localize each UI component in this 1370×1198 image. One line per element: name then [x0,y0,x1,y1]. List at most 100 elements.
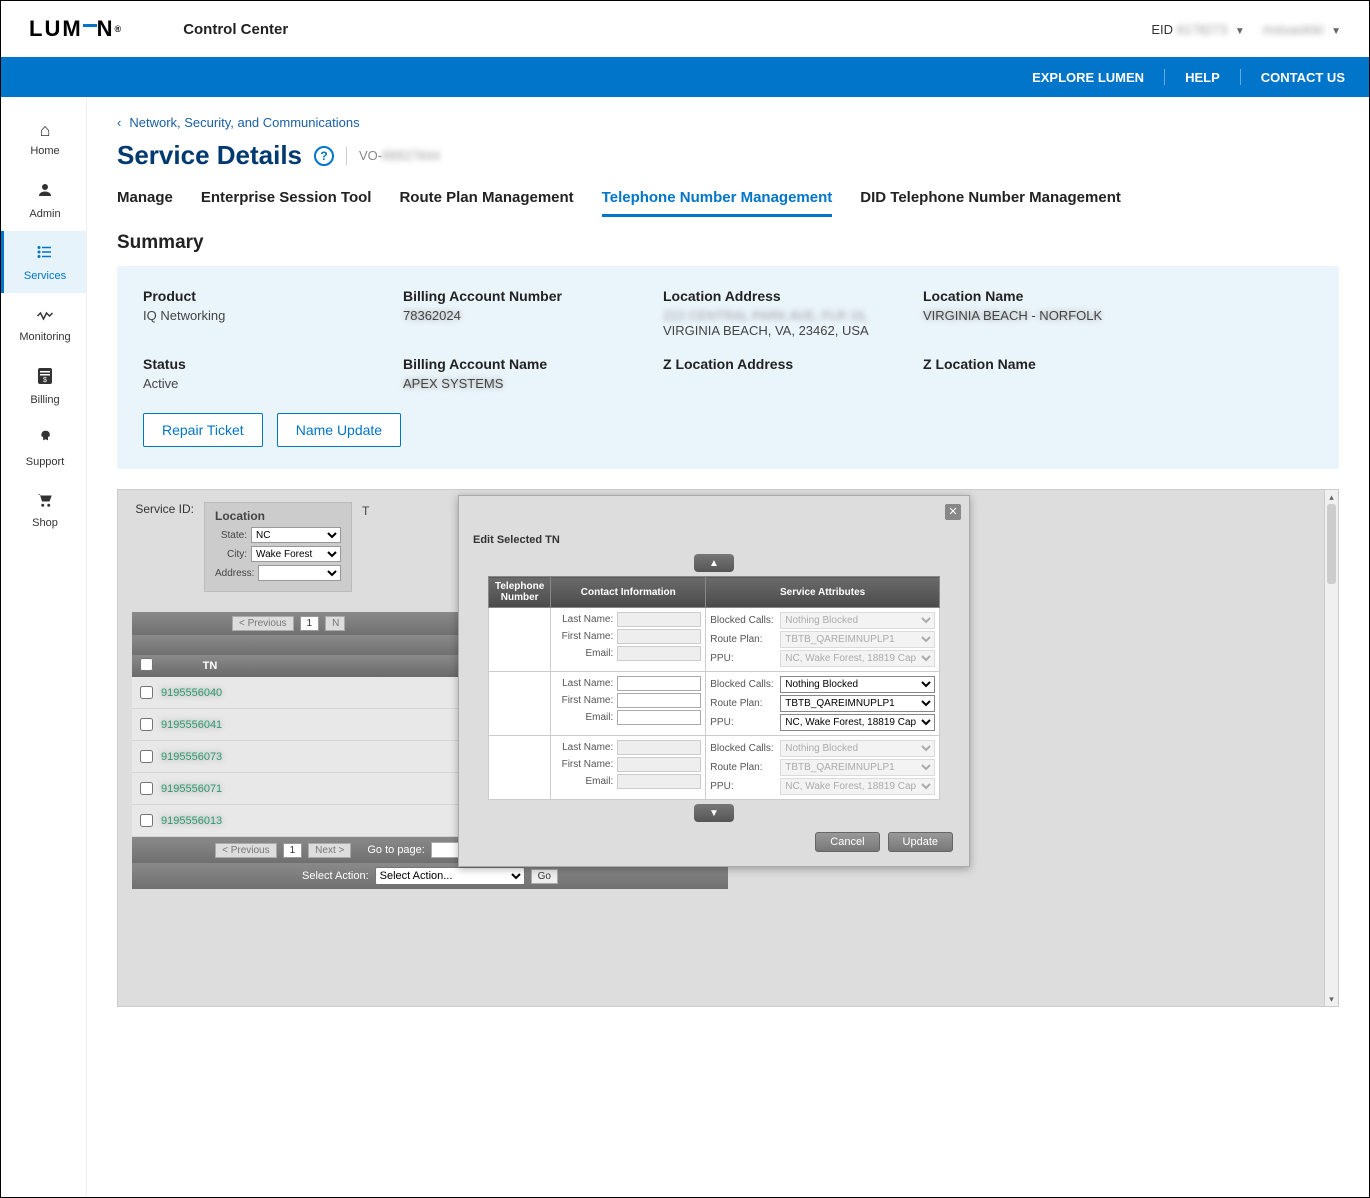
last-name-input[interactable] [617,676,701,691]
last-name-input [617,740,701,755]
close-icon[interactable]: ✕ [945,504,961,520]
home-icon: ⌂ [40,120,51,141]
sidenav-admin[interactable]: Admin [1,169,86,231]
separator [1164,69,1165,85]
sidenav-services[interactable]: Services [1,231,86,293]
action-go-button[interactable]: Go [531,869,558,884]
route-label: Route Plan: [710,634,776,645]
edit-table: Telephone Number Contact Information Ser… [488,576,940,800]
sidenav-support[interactable]: Support [1,417,86,479]
breadcrumb[interactable]: ‹ Network, Security, and Communications [117,115,1339,130]
th-service-attr: Service Attributes [706,577,940,608]
tn-cell [489,736,551,800]
sidenav-billing[interactable]: $Billing [1,355,86,417]
breadcrumb-text: Network, Security, and Communications [129,115,359,130]
app-title: Control Center [183,21,288,38]
first-name-label: First Name: [555,695,613,706]
blocked-select: Nothing Blocked [780,740,935,757]
product-label: Product [143,288,383,304]
update-button[interactable]: Update [888,832,953,852]
tab-manage[interactable]: Manage [117,189,173,217]
state-label: State: [221,530,247,541]
row-checkbox[interactable] [140,686,153,699]
ppu-select[interactable]: NC, Wake Forest, 18819 Cap [780,714,935,731]
last-name-label: Last Name: [555,742,613,753]
ppu-select: NC, Wake Forest, 18819 Cap [780,778,935,795]
sidenav-monitoring[interactable]: Monitoring [1,293,86,355]
blocked-select[interactable]: Nothing Blocked [780,676,935,693]
separator [346,147,347,165]
separator [1240,69,1241,85]
help-link[interactable]: HELP [1185,70,1220,85]
user-dropdown[interactable]: mstuaskiki ▼ [1263,22,1341,37]
logo[interactable]: LUMN® [29,16,123,42]
ppu-label: PPU: [710,781,776,792]
contact-link[interactable]: CONTACT US [1261,70,1345,85]
scroll-down-icon[interactable]: ▾ [1325,992,1338,1006]
cancel-button[interactable]: Cancel [815,832,879,852]
select-all-checkbox[interactable] [140,658,153,671]
explore-link[interactable]: EXPLORE LUMEN [1032,70,1144,85]
address-select[interactable] [258,565,341,581]
first-name-input[interactable] [617,693,701,708]
email-input [617,646,701,661]
eid-dropdown[interactable]: EID 9178273 ▼ [1151,22,1244,37]
scroll-up-icon[interactable]: ▴ [1325,490,1338,504]
route-select: TBTB_QAREIMNUPLP1 [780,631,935,648]
sidenav-home[interactable]: ⌂ Home [1,107,86,169]
sidenav-label: Shop [32,517,58,529]
email-label: Email: [555,712,613,723]
route-label: Route Plan: [710,762,776,773]
product-value: IQ Networking [143,308,383,323]
name-update-button[interactable]: Name Update [277,413,401,447]
repair-ticket-button[interactable]: Repair Ticket [143,413,263,447]
tab-tn-management[interactable]: Telephone Number Management [602,189,833,217]
service-id-label: Service ID: [130,502,194,516]
email-input[interactable] [617,710,701,725]
sidenav-label: Home [30,145,59,157]
tn-link[interactable]: 9195556071 [161,783,222,795]
svg-text:$: $ [43,377,47,384]
row-checkbox[interactable] [140,782,153,795]
chevron-down-icon: ▼ [1235,26,1245,37]
tab-did-tn[interactable]: DID Telephone Number Management [860,189,1121,217]
th-tn: TN [160,660,260,672]
tab-route-plan[interactable]: Route Plan Management [399,189,573,217]
location-heading: Location [215,509,341,523]
last-name-label: Last Name: [555,614,613,625]
tn-link[interactable]: 9195556013 [161,815,222,827]
scroll-down-button[interactable]: ▼ [694,804,734,822]
th-telephone-number: Telephone Number [489,577,551,608]
scroll-thumb[interactable] [1327,504,1336,584]
sidenav-label: Support [26,456,65,468]
scroll-up-button[interactable]: ▲ [694,554,734,572]
modal-title: Edit Selected TN [473,534,959,546]
prev-button[interactable]: < Previous [232,616,294,631]
scrollbar[interactable]: ▴ ▾ [1324,490,1338,1006]
city-select[interactable]: Wake Forest [251,546,341,562]
tn-cell [489,672,551,736]
prev-button[interactable]: < Previous [215,843,277,858]
tab-enterprise-session[interactable]: Enterprise Session Tool [201,189,372,217]
content-area: ‹ Network, Security, and Communications … [87,97,1369,1197]
email-input [617,774,701,789]
help-icon[interactable]: ? [314,146,334,166]
state-select[interactable]: NC [251,527,341,543]
row-checkbox[interactable] [140,750,153,763]
monitoring-icon [36,306,54,327]
tn-link[interactable]: 9195556041 [161,719,222,731]
tn-link[interactable]: 9195556073 [161,751,222,763]
sidenav-shop[interactable]: Shop [1,479,86,541]
blocked-label: Blocked Calls: [710,615,776,626]
zlocaddr-label: Z Location Address [663,356,903,372]
action-select[interactable]: Select Action... [375,867,525,885]
tn-iframe: Service ID: Location State:NC City:Wake … [117,489,1339,1007]
last-name-label: Last Name: [555,678,613,689]
next-button[interactable]: Next > [308,843,351,858]
row-checkbox[interactable] [140,718,153,731]
eid-label: EID [1151,22,1173,37]
admin-icon [36,181,54,204]
tn-link[interactable]: 9195556040 [161,687,222,699]
row-checkbox[interactable] [140,814,153,827]
route-select[interactable]: TBTB_QAREIMNUPLP1 [780,695,935,712]
